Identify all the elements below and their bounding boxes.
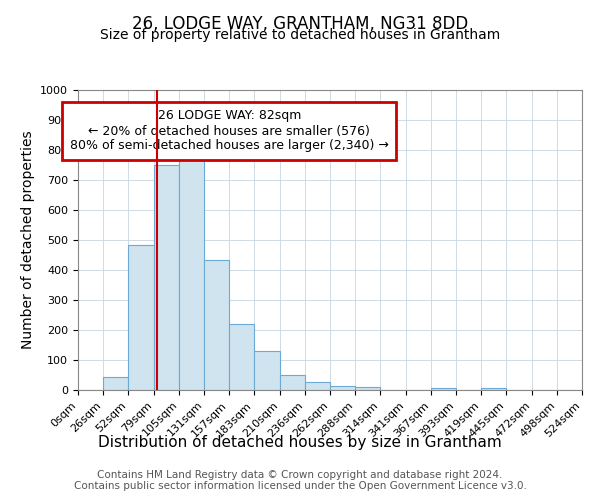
Bar: [103, 376, 128, 390]
Bar: [179, 153, 204, 390]
Bar: [280, 375, 305, 390]
Text: 26, LODGE WAY, GRANTHAM, NG31 8DD: 26, LODGE WAY, GRANTHAM, NG31 8DD: [132, 15, 468, 33]
Bar: [481, 388, 506, 390]
Y-axis label: Number of detached properties: Number of detached properties: [21, 130, 35, 350]
Bar: [305, 382, 330, 390]
Bar: [254, 351, 280, 390]
Bar: [204, 260, 229, 390]
Bar: [154, 165, 179, 390]
Bar: [128, 244, 154, 390]
Text: Size of property relative to detached houses in Grantham: Size of property relative to detached ho…: [100, 28, 500, 42]
Text: Contains HM Land Registry data © Crown copyright and database right 2024.: Contains HM Land Registry data © Crown c…: [97, 470, 503, 480]
Text: 26 LODGE WAY: 82sqm
← 20% of detached houses are smaller (576)
80% of semi-detac: 26 LODGE WAY: 82sqm ← 20% of detached ho…: [70, 110, 389, 152]
Bar: [355, 387, 380, 390]
Bar: [229, 324, 254, 390]
Text: Contains public sector information licensed under the Open Government Licence v3: Contains public sector information licen…: [74, 481, 526, 491]
Bar: [330, 386, 355, 390]
Text: Distribution of detached houses by size in Grantham: Distribution of detached houses by size …: [98, 435, 502, 450]
Bar: [431, 388, 456, 390]
